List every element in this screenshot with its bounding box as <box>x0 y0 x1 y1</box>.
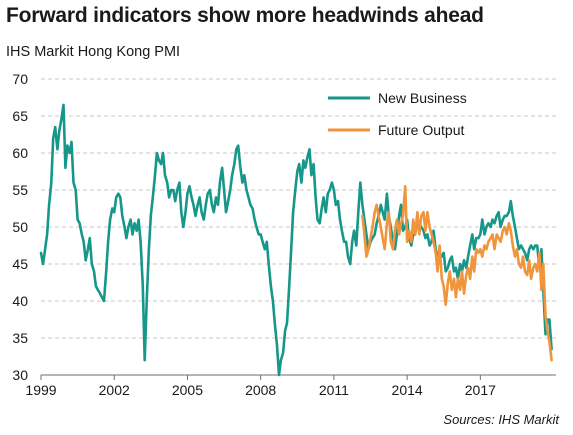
y-tick-label-50: 50 <box>12 219 28 235</box>
legend-label-future-output: Future Output <box>378 122 464 138</box>
series-line-new-business <box>39 103 553 377</box>
chart-title: Forward indicators show more headwinds a… <box>6 4 484 27</box>
y-tick-label-60: 60 <box>12 145 28 161</box>
x-tick-label-2014: 2014 <box>392 382 423 398</box>
chart-subtitle: IHS Markit Hong Kong PMI <box>6 44 181 60</box>
source-note: Sources: IHS Markit <box>443 412 559 427</box>
x-tick-label-2011: 2011 <box>319 382 349 398</box>
y-tick-label-40: 40 <box>12 293 28 309</box>
y-tick-label-30: 30 <box>12 367 28 383</box>
y-tick-label-55: 55 <box>12 182 28 198</box>
series-lines <box>39 103 553 377</box>
y-tick-label-65: 65 <box>12 108 28 124</box>
x-tick-label-1999: 1999 <box>25 382 56 398</box>
x-tick-label-2002: 2002 <box>99 382 130 398</box>
x-tick-label-2017: 2017 <box>465 382 496 398</box>
legend-label-new-business: New Business <box>378 90 467 106</box>
y-tick-label-45: 45 <box>12 256 28 272</box>
y-axis-tick-labels: 30 35 40 45 50 55 60 65 70 <box>12 71 28 383</box>
x-tick-label-2008: 2008 <box>245 382 276 398</box>
y-tick-label-70: 70 <box>12 71 28 87</box>
series-line-future-output <box>361 185 553 362</box>
gridlines <box>41 78 556 339</box>
y-tick-label-35: 35 <box>12 330 28 346</box>
x-axis <box>40 374 556 380</box>
x-axis-tick-labels: 1999 2002 2005 2008 2011 2014 2017 <box>25 382 496 398</box>
legend: New Business Future Output <box>328 90 467 138</box>
x-tick-label-2005: 2005 <box>172 382 203 398</box>
